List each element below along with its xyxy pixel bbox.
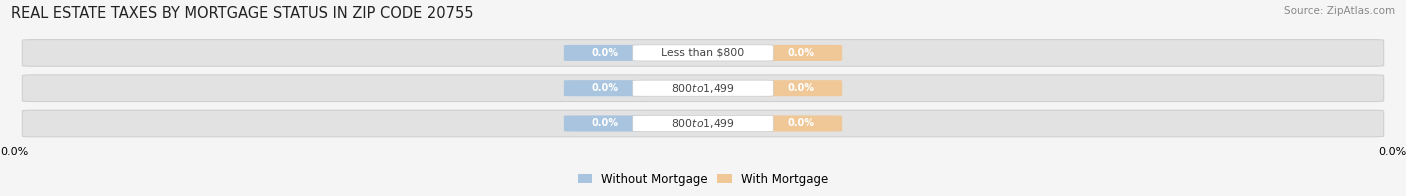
- Text: 0.0%: 0.0%: [787, 83, 814, 93]
- Text: 0.0%: 0.0%: [787, 118, 814, 129]
- FancyBboxPatch shape: [761, 115, 842, 132]
- Text: 0.0%: 0.0%: [787, 48, 814, 58]
- Text: $800 to $1,499: $800 to $1,499: [671, 82, 735, 95]
- Text: Source: ZipAtlas.com: Source: ZipAtlas.com: [1284, 6, 1395, 16]
- FancyBboxPatch shape: [633, 80, 773, 96]
- Text: REAL ESTATE TAXES BY MORTGAGE STATUS IN ZIP CODE 20755: REAL ESTATE TAXES BY MORTGAGE STATUS IN …: [11, 6, 474, 21]
- FancyBboxPatch shape: [564, 115, 645, 132]
- FancyBboxPatch shape: [761, 45, 842, 61]
- FancyBboxPatch shape: [564, 45, 645, 61]
- Legend: Without Mortgage, With Mortgage: Without Mortgage, With Mortgage: [574, 168, 832, 190]
- FancyBboxPatch shape: [633, 45, 773, 61]
- Text: 0.0%: 0.0%: [592, 118, 619, 129]
- FancyBboxPatch shape: [564, 80, 645, 96]
- FancyBboxPatch shape: [22, 75, 1384, 102]
- Text: Less than $800: Less than $800: [661, 48, 745, 58]
- Text: $800 to $1,499: $800 to $1,499: [671, 117, 735, 130]
- FancyBboxPatch shape: [22, 40, 1384, 66]
- FancyBboxPatch shape: [633, 115, 773, 132]
- FancyBboxPatch shape: [761, 80, 842, 96]
- Text: 0.0%: 0.0%: [592, 83, 619, 93]
- Text: 0.0%: 0.0%: [592, 48, 619, 58]
- FancyBboxPatch shape: [22, 110, 1384, 137]
